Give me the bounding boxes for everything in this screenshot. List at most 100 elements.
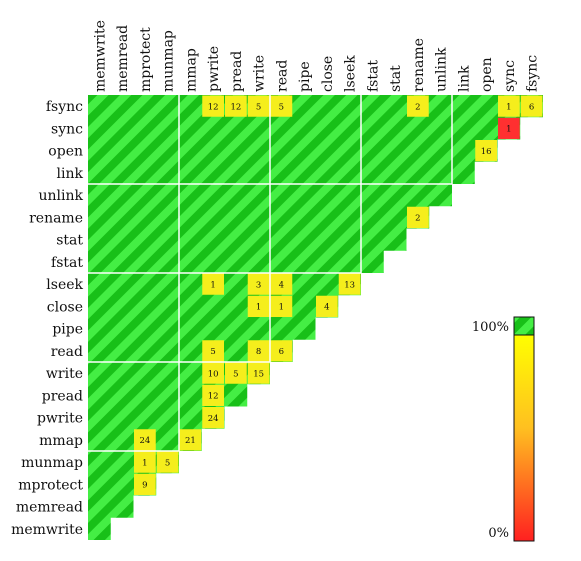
cell-value-open-open: 16 [481,147,492,157]
cell-value-lseek-write: 3 [256,280,261,290]
column-label-open: open [479,57,495,92]
cell-value-mmap-mprotect: 24 [139,436,150,446]
cell-read-read [270,340,293,362]
cell-value-munmap-mprotect: 1 [142,458,147,468]
cell-value-write-write: 15 [253,369,264,379]
column-label-fstat: fstat [365,60,381,92]
cell-lseek-lseek [338,273,361,295]
cell-write-pwrite [202,362,224,384]
cell-value-close-read: 1 [279,303,284,313]
cell-write-pread [225,362,247,384]
cell-value-munmap-munmap: 5 [165,458,170,468]
row-label-pipe: pipe [52,322,83,338]
cell-value-lseek-lseek: 13 [344,280,355,290]
cell-value-fsync-write: 5 [256,102,261,112]
row-label-lseek: lseek [46,277,83,293]
column-label-memwrite: memwrite [92,20,108,92]
cell-fsync-rename [407,95,429,117]
cell-close-write [247,295,270,317]
colorbar-max-label: 100% [472,320,509,335]
cell-munmap-mprotect [134,451,156,473]
cell-value-lseek-pwrite: 1 [210,280,215,290]
cell-value-pwrite-pwrite: 24 [208,414,219,424]
cell-open-open [475,140,497,162]
cell-fsync-fsync [520,95,543,117]
cell-value-mmap-mmap: 21 [185,436,196,446]
row-label-rename: rename [29,210,83,226]
cell-value-read-write: 8 [256,347,261,357]
column-label-mmap: mmap [183,48,199,92]
cell-munmap-munmap [156,451,179,473]
column-label-write: write [252,55,268,92]
row-label-link: link [57,166,84,182]
cell-write-write [247,362,270,384]
column-label-pwrite: pwrite [206,46,222,92]
column-label-read: read [274,60,290,92]
column-label-fsync: fsync [525,55,541,92]
row-label-memwrite: memwrite [11,522,83,538]
column-label-close: close [320,56,336,92]
row-label-memread: memread [16,500,83,516]
cell-mprotect-mprotect [134,473,156,495]
cell-value-sync-sync: 1 [506,125,511,135]
cell-value-read-read: 6 [279,347,284,357]
cell-value-fsync-read: 5 [279,102,284,112]
cell-pread-pwrite [202,384,224,406]
row-label-fsync: fsync [46,99,83,115]
cell-fsync-write [247,95,270,117]
row-label-read: read [51,344,83,360]
cell-read-write [247,340,270,362]
cell-value-fsync-rename: 2 [415,102,420,112]
column-label-sync: sync [502,60,518,92]
cell-value-pread-pwrite: 12 [208,392,219,402]
column-label-mprotect: mprotect [138,27,154,92]
column-label-munmap: munmap [161,30,177,92]
cell-sync-sync [498,117,520,139]
cell-value-read-pwrite: 5 [210,347,215,357]
column-label-pread: pread [229,51,245,92]
column-label-pipe: pipe [297,61,313,92]
cell-value-close-close: 4 [324,303,329,313]
row-label-mmap: mmap [39,433,83,449]
cell-rename-rename [407,206,429,228]
column-label-stat: stat [388,65,404,92]
cell-pwrite-pwrite [202,407,224,429]
cell-fsync-read [270,95,293,117]
row-label-pwrite: pwrite [37,411,83,427]
column-label-unlink: unlink [434,47,450,92]
cell-read-pwrite [202,340,224,362]
cell-fsync-pread [225,95,247,117]
cell-value-write-pread: 5 [233,369,238,379]
row-label-mprotect: mprotect [18,477,83,493]
cell-value-mprotect-mprotect: 9 [142,481,147,491]
cell-fsync-sync [498,95,520,117]
cell-lseek-pwrite [202,273,224,295]
cell-close-close [316,295,338,317]
cell-mmap-mprotect [134,429,156,451]
cell-value-fsync-sync: 1 [506,102,511,112]
cell-close-read [270,295,293,317]
cell-value-fsync-pread: 12 [230,102,241,112]
cell-value-rename-rename: 2 [415,214,420,224]
row-label-pread: pread [42,388,83,404]
matrix-full-area [88,95,543,540]
row-label-munmap: munmap [21,455,83,471]
row-label-close: close [47,299,83,315]
row-label-open: open [48,144,83,160]
cell-lseek-read [270,273,293,295]
column-label-link: link [456,65,472,92]
cell-value-lseek-read: 4 [279,280,284,290]
column-label-memread: memread [115,25,131,92]
column-label-rename: rename [411,38,427,92]
colorbar-min-label: 0% [488,526,509,541]
cell-value-fsync-fsync: 6 [529,102,534,112]
cell-mmap-mmap [179,429,202,451]
row-label-sync: sync [51,121,83,137]
colorbar-gradient [513,334,535,542]
cell-lseek-write [247,273,270,295]
row-label-stat: stat [56,233,83,249]
cell-value-fsync-pwrite: 12 [208,102,219,112]
row-label-write: write [46,366,83,382]
